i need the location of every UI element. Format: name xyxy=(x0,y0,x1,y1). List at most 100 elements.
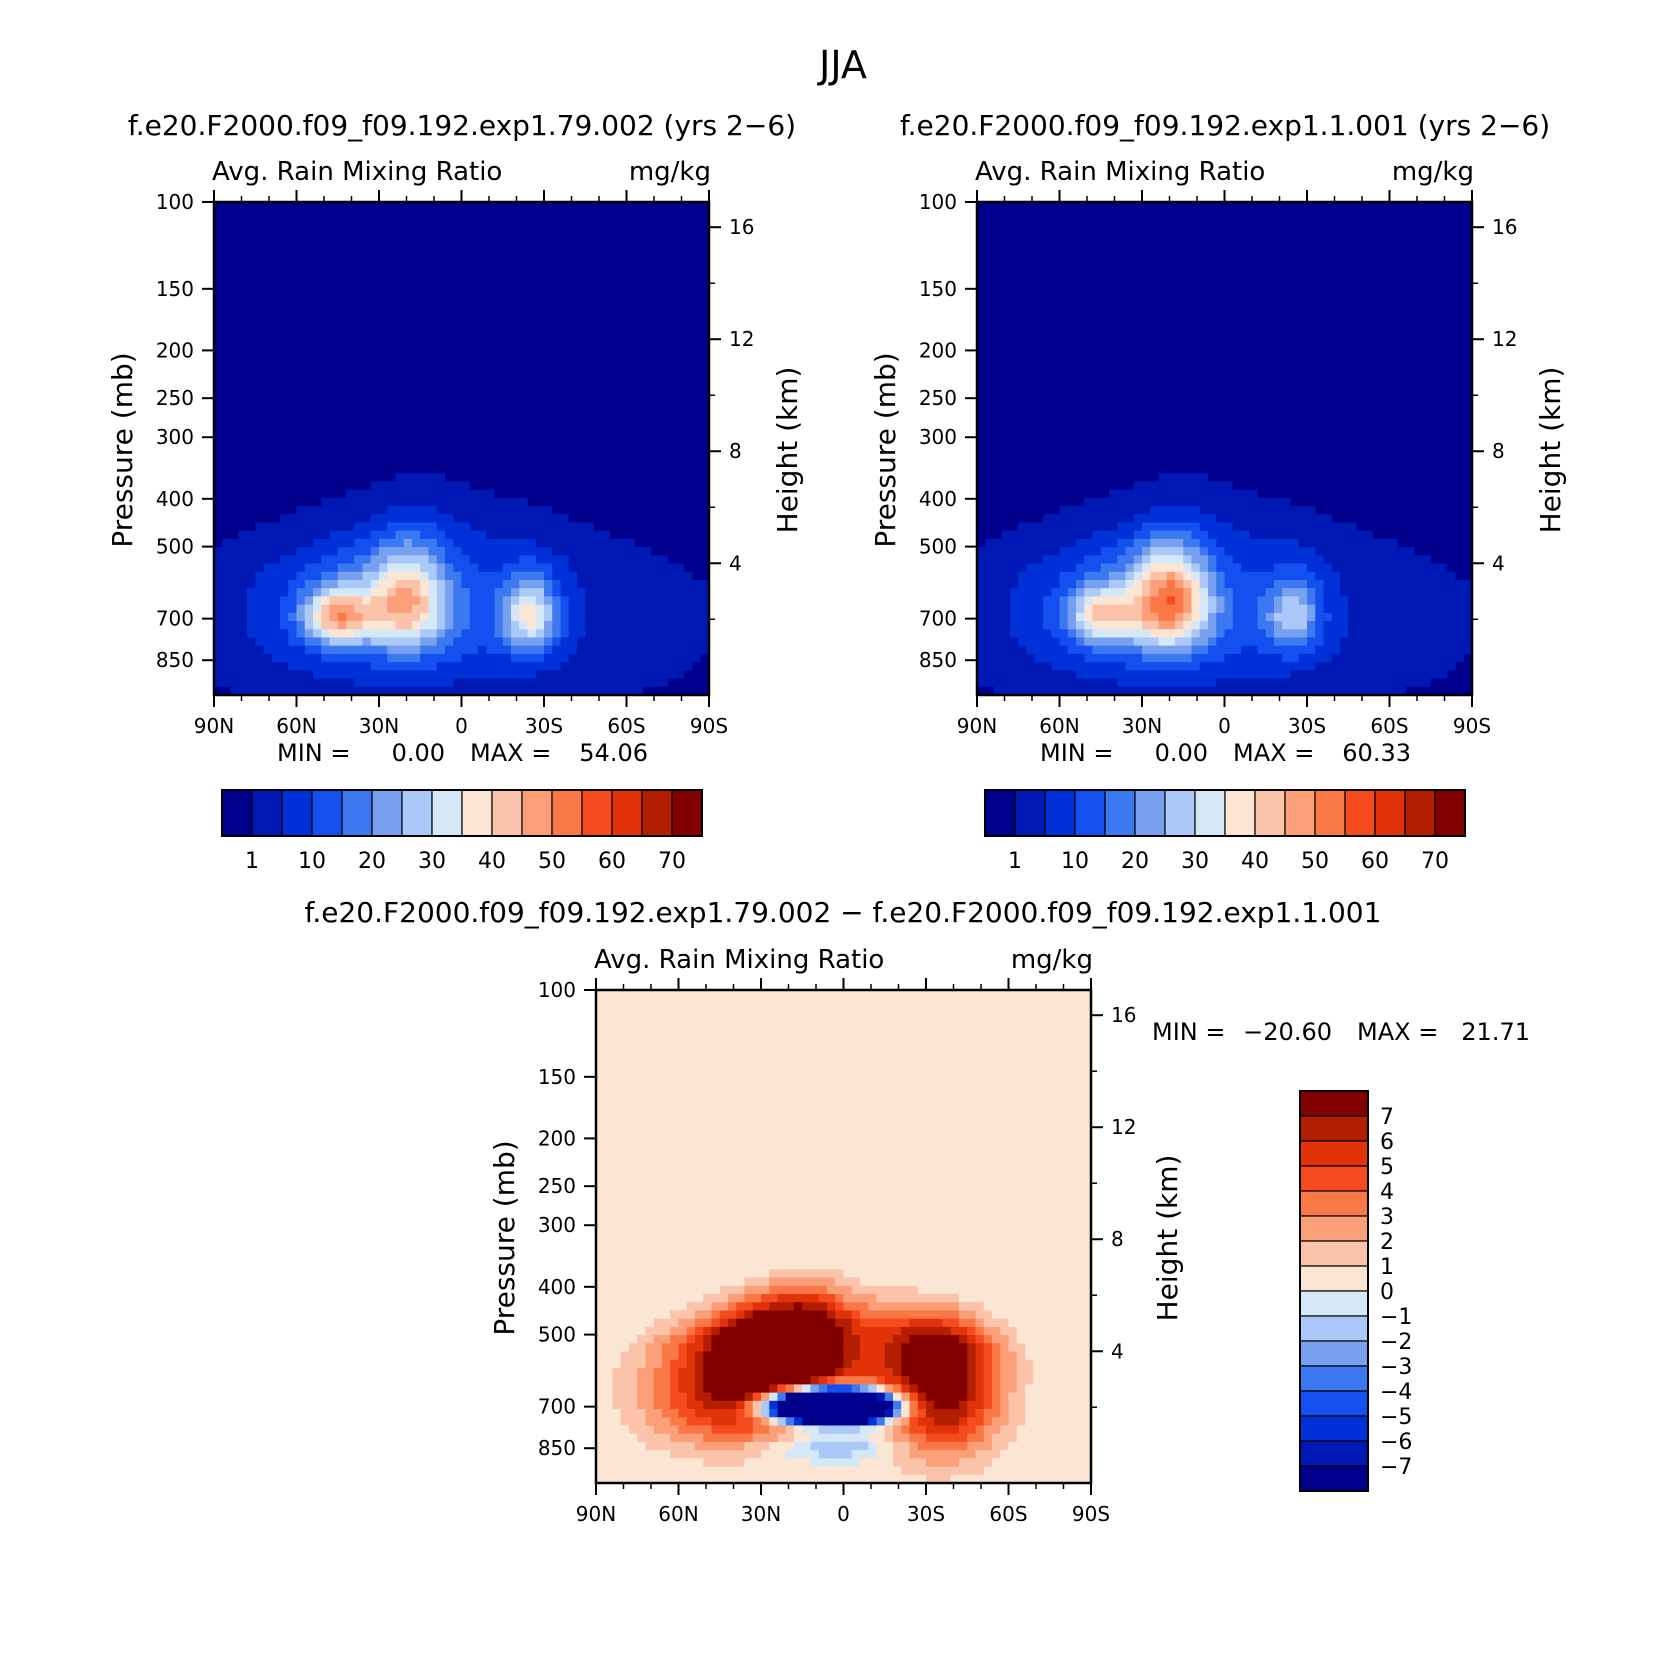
contour-cell xyxy=(1043,292,1052,301)
contour-cell xyxy=(363,284,372,293)
contour-cell xyxy=(470,506,479,515)
contour-cell xyxy=(231,490,240,499)
contour-cell xyxy=(297,449,306,458)
contour-cell xyxy=(651,317,660,326)
contour-cell xyxy=(247,292,256,301)
contour-cell xyxy=(1200,366,1209,375)
contour-cell xyxy=(214,227,223,236)
contour-cell xyxy=(544,424,553,433)
contour-cell xyxy=(561,514,570,523)
contour-cell xyxy=(1002,342,1011,351)
contour-cell xyxy=(437,465,446,474)
contour-cell xyxy=(569,358,578,367)
contour-cell xyxy=(321,522,330,531)
contour-cell xyxy=(354,465,363,474)
contour-cell xyxy=(676,490,685,499)
contour-cell xyxy=(627,637,636,646)
contour-cell xyxy=(610,333,619,342)
contour-cell xyxy=(453,243,462,252)
contour-cell xyxy=(627,662,636,671)
contour-cell xyxy=(247,251,256,260)
contour-cell xyxy=(470,309,479,318)
contour-cell xyxy=(1324,342,1333,351)
contour-cell xyxy=(396,383,405,392)
contour-cell xyxy=(239,333,248,342)
contour-cell xyxy=(519,260,528,269)
contour-cell xyxy=(684,613,693,622)
contour-cell xyxy=(486,407,495,416)
contour-cell xyxy=(1373,276,1382,285)
contour-cell xyxy=(1200,260,1209,269)
contour-cell xyxy=(1406,292,1415,301)
contour-cell xyxy=(1340,268,1349,277)
contour-cell xyxy=(214,457,223,466)
contour-cell xyxy=(379,251,388,260)
contour-cell xyxy=(528,564,537,573)
contour-cell xyxy=(994,227,1003,236)
contour-cell xyxy=(684,654,693,663)
contour-cell xyxy=(1340,342,1349,351)
contour-cell xyxy=(635,333,644,342)
contour-cell xyxy=(321,301,330,310)
contour-cell xyxy=(602,391,611,400)
contour-cell xyxy=(569,317,578,326)
contour-cell xyxy=(495,424,504,433)
contour-cell xyxy=(1134,342,1143,351)
contour-cell xyxy=(1076,268,1085,277)
contour-cell xyxy=(453,679,462,688)
contour-cell xyxy=(354,506,363,515)
contour-cell xyxy=(1266,342,1275,351)
contour-cell xyxy=(569,202,578,211)
contour-cell xyxy=(618,506,627,515)
contour-cell xyxy=(453,227,462,236)
contour-cell xyxy=(1076,366,1085,375)
contour-cell xyxy=(1093,317,1102,326)
contour-cell xyxy=(239,539,248,548)
contour-cell xyxy=(379,333,388,342)
contour-cell xyxy=(305,366,314,375)
contour-cell xyxy=(511,218,520,227)
contour-cell xyxy=(668,416,677,425)
contour-cell xyxy=(627,309,636,318)
contour-cell xyxy=(643,432,652,441)
contour-cell xyxy=(1142,218,1151,227)
contour-cell xyxy=(1291,350,1300,359)
contour-cell xyxy=(643,481,652,490)
contour-cell xyxy=(660,276,669,285)
contour-cell xyxy=(445,531,454,540)
contour-cell xyxy=(1315,284,1324,293)
contour-cell xyxy=(635,498,644,507)
contour-cell xyxy=(1348,260,1357,269)
colorbar-swatch xyxy=(522,790,552,836)
contour-cell xyxy=(577,210,586,219)
contour-cell xyxy=(338,292,347,301)
contour-cell xyxy=(264,399,273,408)
contour-cell xyxy=(602,531,611,540)
contour-cell xyxy=(994,292,1003,301)
contour-cell xyxy=(585,292,594,301)
contour-cell xyxy=(495,251,504,260)
lat-tick-label: 60S xyxy=(607,714,645,738)
contour-cell xyxy=(354,301,363,310)
contour-cell xyxy=(610,284,619,293)
contour-cell xyxy=(255,654,264,663)
contour-cell xyxy=(552,440,561,449)
contour-cell xyxy=(297,375,306,384)
contour-cell xyxy=(255,276,264,285)
contour-cell xyxy=(668,490,677,499)
contour-cell xyxy=(445,292,454,301)
contour-cell xyxy=(618,416,627,425)
contour-cell xyxy=(445,235,454,244)
contour-cell xyxy=(1332,333,1341,342)
contour-cell xyxy=(511,243,520,252)
contour-cell xyxy=(536,539,545,548)
contour-cell xyxy=(272,629,281,638)
contour-cell xyxy=(371,490,380,499)
contour-cell xyxy=(1109,243,1118,252)
contour-cell xyxy=(1447,333,1456,342)
contour-cell xyxy=(1134,292,1143,301)
contour-cell xyxy=(503,547,512,556)
contour-cell xyxy=(503,276,512,285)
contour-cell xyxy=(1282,260,1291,269)
contour-cell xyxy=(1076,276,1085,285)
